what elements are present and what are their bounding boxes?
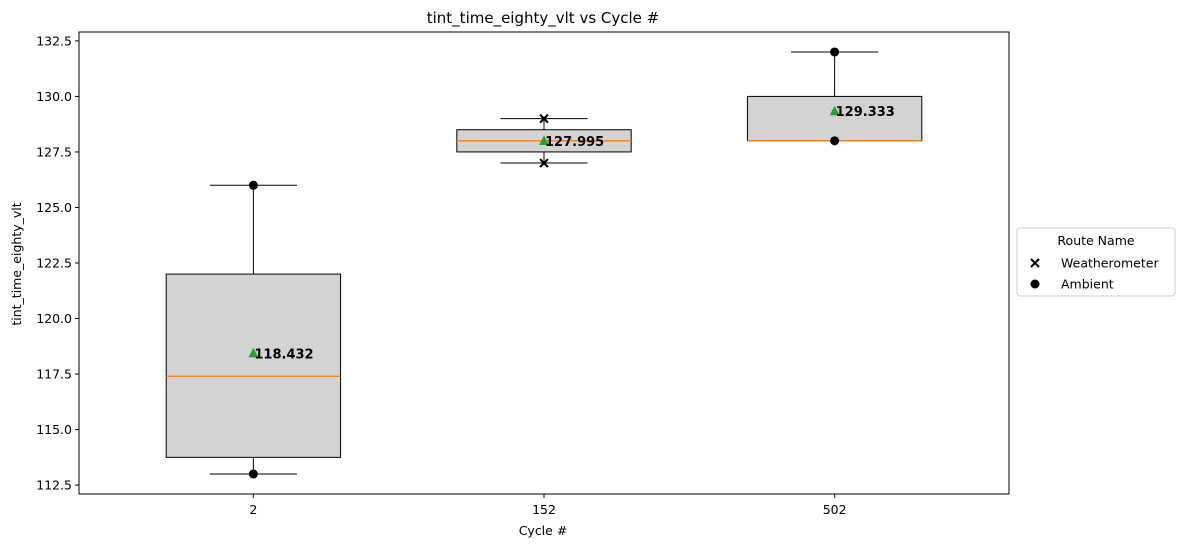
x-tick-label: 2 [249,502,257,517]
mean-label: 118.432 [254,347,313,362]
x-tick-label: 152 [532,502,556,517]
box-iqr [165,273,342,458]
y-tick-label: 120.0 [36,311,72,326]
legend-marker [1030,258,1040,268]
y-tick-label: 122.5 [36,256,72,271]
data-point [539,113,549,124]
mean-label: 129.333 [836,105,895,120]
y-tick-label: 132.5 [36,33,72,48]
data-point [248,180,258,190]
chart-title: tint_time_eighty_vlt vs Cycle # [427,9,660,28]
legend: Route Name Weatherometer Ambient [1016,227,1176,297]
x-tick-label: 502 [823,502,847,517]
y-tick-label: 130.0 [36,89,72,104]
mean-marker [248,347,259,358]
y-tick-label: 125.0 [36,200,72,215]
data-point [830,136,840,146]
mean-label: 127.995 [545,135,604,150]
data-point [539,158,549,168]
box-iqr [746,95,923,142]
legend-entry: Weatherometer [1061,256,1159,271]
plot-area: 112.5 115.0 117.5 120.0 122.5 125.0 127.5 130.0… [36,31,1010,517]
y-tick-label: 117.5 [36,367,72,382]
mean-marker [829,105,840,116]
data-point [248,469,258,479]
legend-entry: Ambient [1061,277,1114,292]
x-axis-label: Cycle # [519,523,568,538]
data-point [830,47,840,57]
y-tick-label: 115.0 [36,422,72,437]
y-axis-label: tint_time_eighty_vlt [9,202,24,325]
mean-marker [539,135,549,145]
legend-title: Route Name [1057,233,1134,248]
legend-marker [1030,279,1040,289]
y-tick-label: 112.5 [36,478,72,493]
legend-box [1016,227,1176,297]
y-tick-label: 127.5 [36,144,72,159]
